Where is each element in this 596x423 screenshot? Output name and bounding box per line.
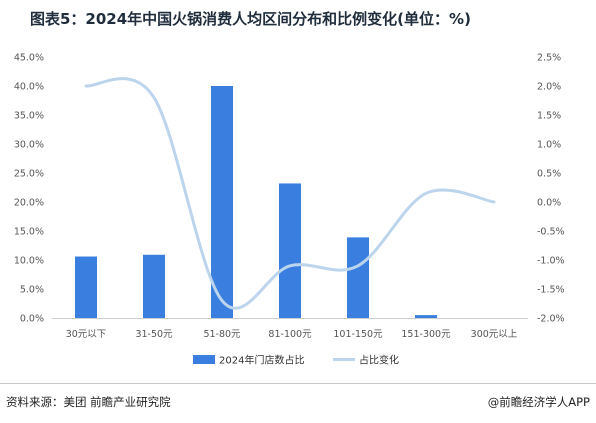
x-tick-label: 300元以上 [471,329,518,340]
left-tick-label: 5.0% [20,285,44,296]
x-tick-label: 151-300元 [401,329,451,340]
chart-title: 图表5：2024年中国火锅消费人均区间分布和比例变化(单位：%) [30,10,471,28]
right-tick-label: 1.5% [537,111,561,122]
bar-series [75,86,437,318]
bar [211,86,233,318]
right-tick-label: -1.0% [537,256,565,267]
right-tick-label: 2.0% [537,82,561,93]
x-tick-label: 30元以下 [66,329,107,340]
right-tick-label: -1.5% [537,285,565,296]
x-tick-label: 81-100元 [268,329,312,340]
legend-bar-swatch [193,355,215,364]
credit-note: @前瞻经济学人APP [487,395,590,409]
x-tick-label: 31-50元 [135,329,173,340]
right-tick-label: -2.0% [537,314,565,325]
left-tick-label: 0.0% [20,314,44,325]
bar [143,254,165,318]
left-tick-label: 25.0% [14,169,44,180]
legend: 2024年门店数占比 占比变化 [193,354,399,367]
left-tick-label: 35.0% [14,111,44,122]
bar [347,237,369,318]
left-tick-label: 45.0% [14,53,44,64]
left-tick-label: 15.0% [14,227,44,238]
right-tick-label: 0.0% [537,198,561,209]
trend-line-series [84,77,496,310]
right-tick-label: 2.5% [537,53,561,64]
legend-line-label: 占比变化 [359,354,399,367]
left-tick-label: 20.0% [14,198,44,209]
legend-bar-label: 2024年门店数占比 [219,354,304,367]
left-tick-label: 40.0% [14,82,44,93]
right-axis-ticks: -2.0% -1.5% -1.0% -0.5% 0.0% 0.5% 1.0% 1.5% 2.0%… [537,53,565,325]
bar [415,315,437,318]
right-tick-label: 0.5% [537,169,561,180]
bar [75,256,97,318]
bar [279,183,301,318]
source-note: 资料来源：美团 前瞻产业研究院 [6,395,171,409]
right-tick-label: 1.0% [537,140,561,151]
x-axis-ticks: 30元以下 31-50元 51-80元 81-100元 101-150元 151-300元… [66,329,518,340]
left-tick-label: 30.0% [14,140,44,151]
left-tick-label: 10.0% [14,256,44,267]
x-tick-label: 51-80元 [203,329,241,340]
footer-divider [0,383,596,384]
x-tick-label: 101-150元 [333,329,383,340]
right-tick-label: -0.5% [537,227,565,238]
left-axis-ticks: 0.0% 5.0% 10.0% 15.0% 20.0% 25.0% 30.0% 35.0% 40… [14,53,44,325]
